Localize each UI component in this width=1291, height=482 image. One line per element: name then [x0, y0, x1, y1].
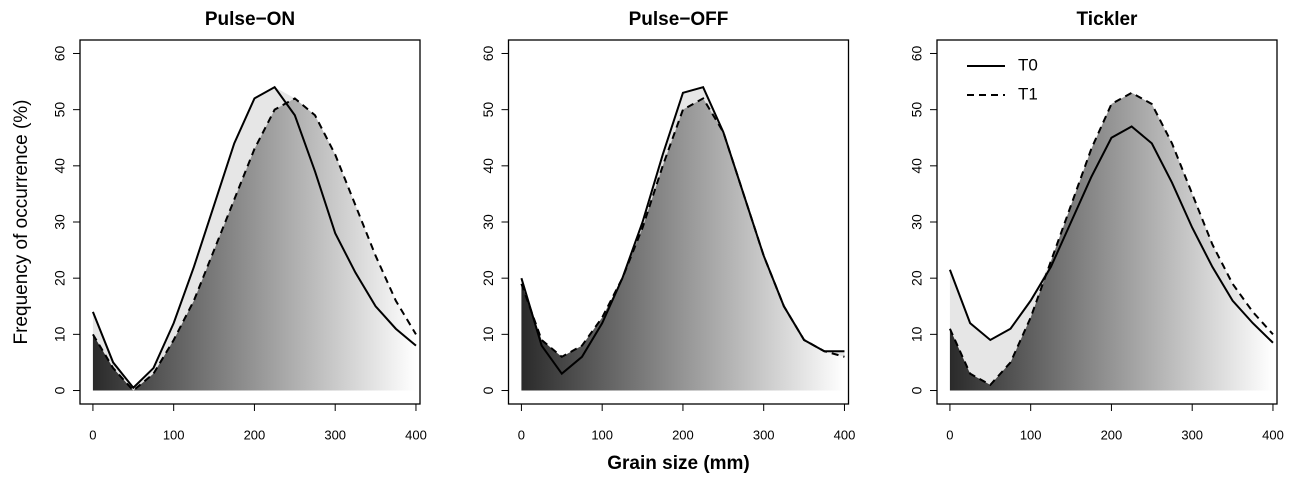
- gradient-fill: [92, 98, 416, 391]
- y-tick-label: 20: [480, 270, 496, 286]
- gradient-fill: [949, 92, 1273, 391]
- y-tick-label: 30: [52, 214, 68, 230]
- y-tick-label: 10: [480, 326, 496, 342]
- y-tick-label: 40: [909, 158, 925, 174]
- y-tick-label: 20: [909, 270, 925, 286]
- x-tick-label: 0: [518, 427, 525, 442]
- x-tick-label: 400: [405, 427, 427, 442]
- x-tick-label: 0: [89, 427, 96, 442]
- series-line: [92, 97, 417, 392]
- x-tick-label: 0: [946, 427, 953, 442]
- y-tick-label: 30: [909, 214, 925, 230]
- y-tick-label: 0: [909, 386, 925, 394]
- y-tick-label: 0: [52, 386, 68, 394]
- x-tick-label: 200: [244, 427, 266, 442]
- x-tick-label: 200: [672, 427, 694, 442]
- x-tick-label: 100: [591, 427, 613, 442]
- legend-label: T0: [1018, 55, 1038, 74]
- legend-label: T1: [1018, 84, 1038, 103]
- y-tick-label: 0: [480, 386, 496, 394]
- y-tick-label: 40: [480, 158, 496, 174]
- y-tick-label: 30: [480, 214, 496, 230]
- y-tick-label: 20: [52, 270, 68, 286]
- series-line: [520, 97, 845, 359]
- series-line: [949, 91, 1274, 387]
- y-tick-label: 60: [909, 45, 925, 61]
- series-line: [91, 85, 417, 390]
- series-line: [948, 125, 1274, 344]
- x-tick-label: 400: [1262, 427, 1284, 442]
- panel-title: Pulse−OFF: [629, 9, 729, 30]
- y-tick-label: 50: [52, 102, 68, 118]
- panel-title: Pulse−ON: [205, 9, 295, 30]
- x-tick-label: 200: [1101, 427, 1123, 442]
- y-tick-label: 50: [480, 102, 496, 118]
- gradient-fill: [521, 98, 845, 391]
- y-tick-label: 60: [52, 45, 68, 61]
- x-tick-label: 100: [1020, 427, 1042, 442]
- x-tick-label: 100: [163, 427, 185, 442]
- x-tick-label: 300: [1181, 427, 1203, 442]
- x-tick-label: 300: [324, 427, 346, 442]
- y-tick-label: 60: [480, 45, 496, 61]
- y-tick-label: 40: [52, 158, 68, 174]
- y-tick-label: 10: [909, 326, 925, 342]
- y-tick-label: 50: [909, 102, 925, 118]
- y-axis-label: Frequency of occurrence (%): [11, 100, 32, 345]
- x-tick-label: 300: [753, 427, 775, 442]
- panel-title: Tickler: [1077, 9, 1139, 30]
- x-tick-label: 400: [834, 427, 856, 442]
- y-tick-label: 10: [52, 326, 68, 342]
- x-axis-label: Grain size (mm): [607, 453, 750, 474]
